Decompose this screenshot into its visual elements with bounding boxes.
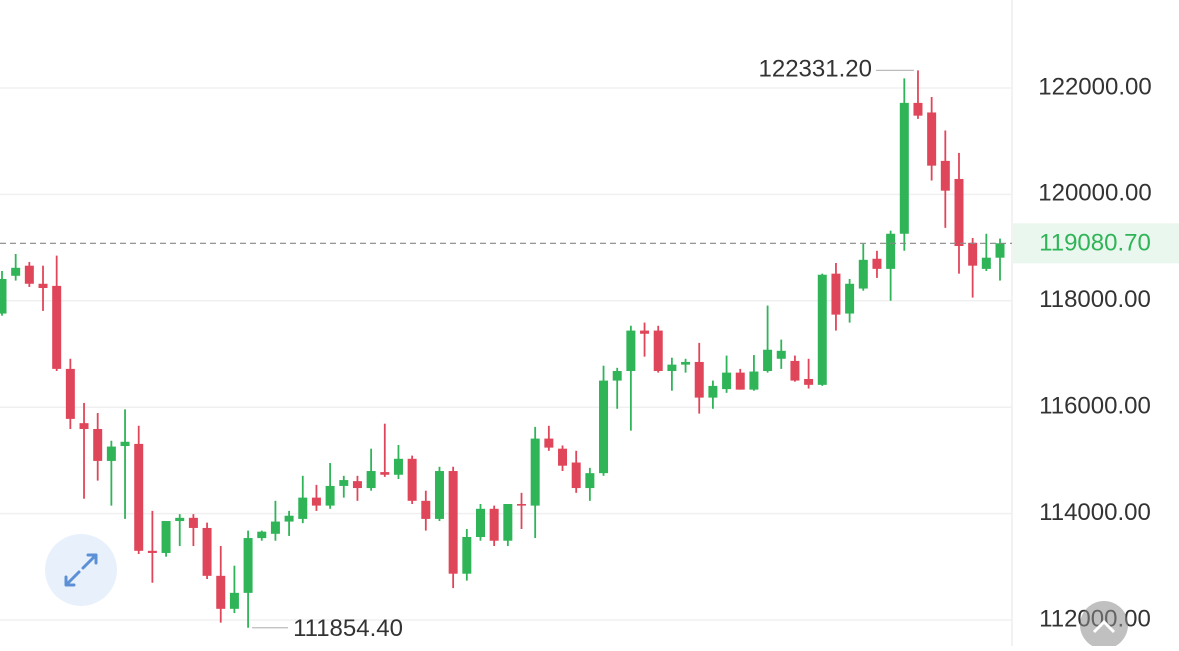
min-label: 111854.40 (293, 615, 403, 642)
candle-body (667, 364, 677, 372)
candle-body (325, 485, 335, 506)
y-tick-label: 122000.00 (1038, 73, 1151, 100)
candle-body (311, 497, 321, 506)
candle-body (106, 446, 116, 461)
candle-body (243, 538, 253, 593)
candle-body (434, 471, 444, 519)
candle-body (735, 372, 745, 390)
candle-body (134, 443, 144, 551)
candle-body (161, 521, 171, 553)
candle-body (188, 517, 198, 528)
expand-button-bg[interactable] (45, 534, 117, 606)
candle-body (722, 372, 732, 390)
candle-body (366, 471, 376, 489)
candle-body (940, 160, 950, 191)
scroll-top-icon[interactable] (1092, 619, 1116, 634)
last-price-label: 119080.70 (1039, 230, 1151, 257)
candle-body (229, 592, 239, 609)
candle-body (79, 423, 89, 429)
candle-body (954, 178, 964, 246)
candle-body (475, 508, 485, 537)
candle-body (913, 102, 923, 116)
candle-body (872, 258, 882, 269)
candle-body (120, 441, 130, 447)
candle-body (968, 242, 978, 266)
candle-body (558, 448, 568, 466)
candle-body (995, 243, 1005, 258)
candle-body (407, 458, 417, 501)
candle-body (927, 112, 937, 166)
candle-body (776, 350, 786, 359)
candle-body (298, 497, 308, 519)
candle-body (571, 462, 581, 489)
y-tick-label: 120000.00 (1038, 180, 1151, 207)
candle-body (544, 438, 554, 448)
candle-body (626, 330, 636, 372)
candle-body (790, 360, 800, 381)
y-tick-label: 116000.00 (1039, 393, 1151, 420)
candle-body (38, 283, 48, 289)
y-tick-label: 118000.00 (1039, 286, 1151, 313)
candle-body (284, 515, 294, 522)
candle-body (421, 500, 431, 519)
candle-body (612, 371, 622, 381)
candle-body (202, 527, 212, 576)
candle-body (804, 378, 814, 385)
candle-body (503, 504, 513, 541)
candle-body (653, 330, 663, 372)
candle-body (0, 278, 7, 314)
y-tick-label: 114000.00 (1039, 499, 1151, 526)
candle-body (147, 550, 157, 553)
candle-body (489, 508, 499, 541)
last-price-bg (1013, 223, 1179, 264)
candle-body (270, 521, 280, 534)
candle-body (749, 371, 759, 390)
candle-body (708, 385, 718, 398)
candle-body (462, 536, 472, 574)
candle-body (763, 349, 773, 372)
candle-body (52, 285, 62, 369)
candle-body (886, 233, 896, 269)
candle-body (65, 368, 75, 419)
candle-body (175, 517, 185, 522)
candle-body (817, 274, 827, 385)
candle-body (24, 265, 34, 284)
expand-icon[interactable] (64, 553, 98, 587)
candle-body (352, 481, 362, 489)
candle-body (585, 473, 595, 489)
scroll-top-button[interactable] (1080, 601, 1128, 649)
candle-body (517, 504, 527, 506)
candle-body (899, 102, 909, 234)
scroll-top-bg[interactable] (1080, 601, 1128, 649)
candle-body (599, 380, 609, 474)
candle-body (845, 283, 855, 314)
candle-body (11, 267, 21, 276)
candle-body (216, 575, 226, 609)
candle-body (93, 428, 103, 461)
candle-body (694, 361, 704, 398)
candle-body (448, 471, 458, 574)
candle-body (257, 531, 267, 539)
candle-body (858, 259, 868, 289)
candle-body (831, 273, 841, 315)
candle-body (640, 330, 650, 334)
candle-body (981, 257, 991, 269)
candle-body (380, 472, 390, 475)
expand-button[interactable] (45, 534, 117, 606)
candle-body (530, 438, 540, 506)
max-label: 122331.20 (759, 56, 872, 83)
candle-body (393, 458, 403, 475)
candle-body (681, 361, 691, 365)
candle-body (339, 480, 349, 486)
